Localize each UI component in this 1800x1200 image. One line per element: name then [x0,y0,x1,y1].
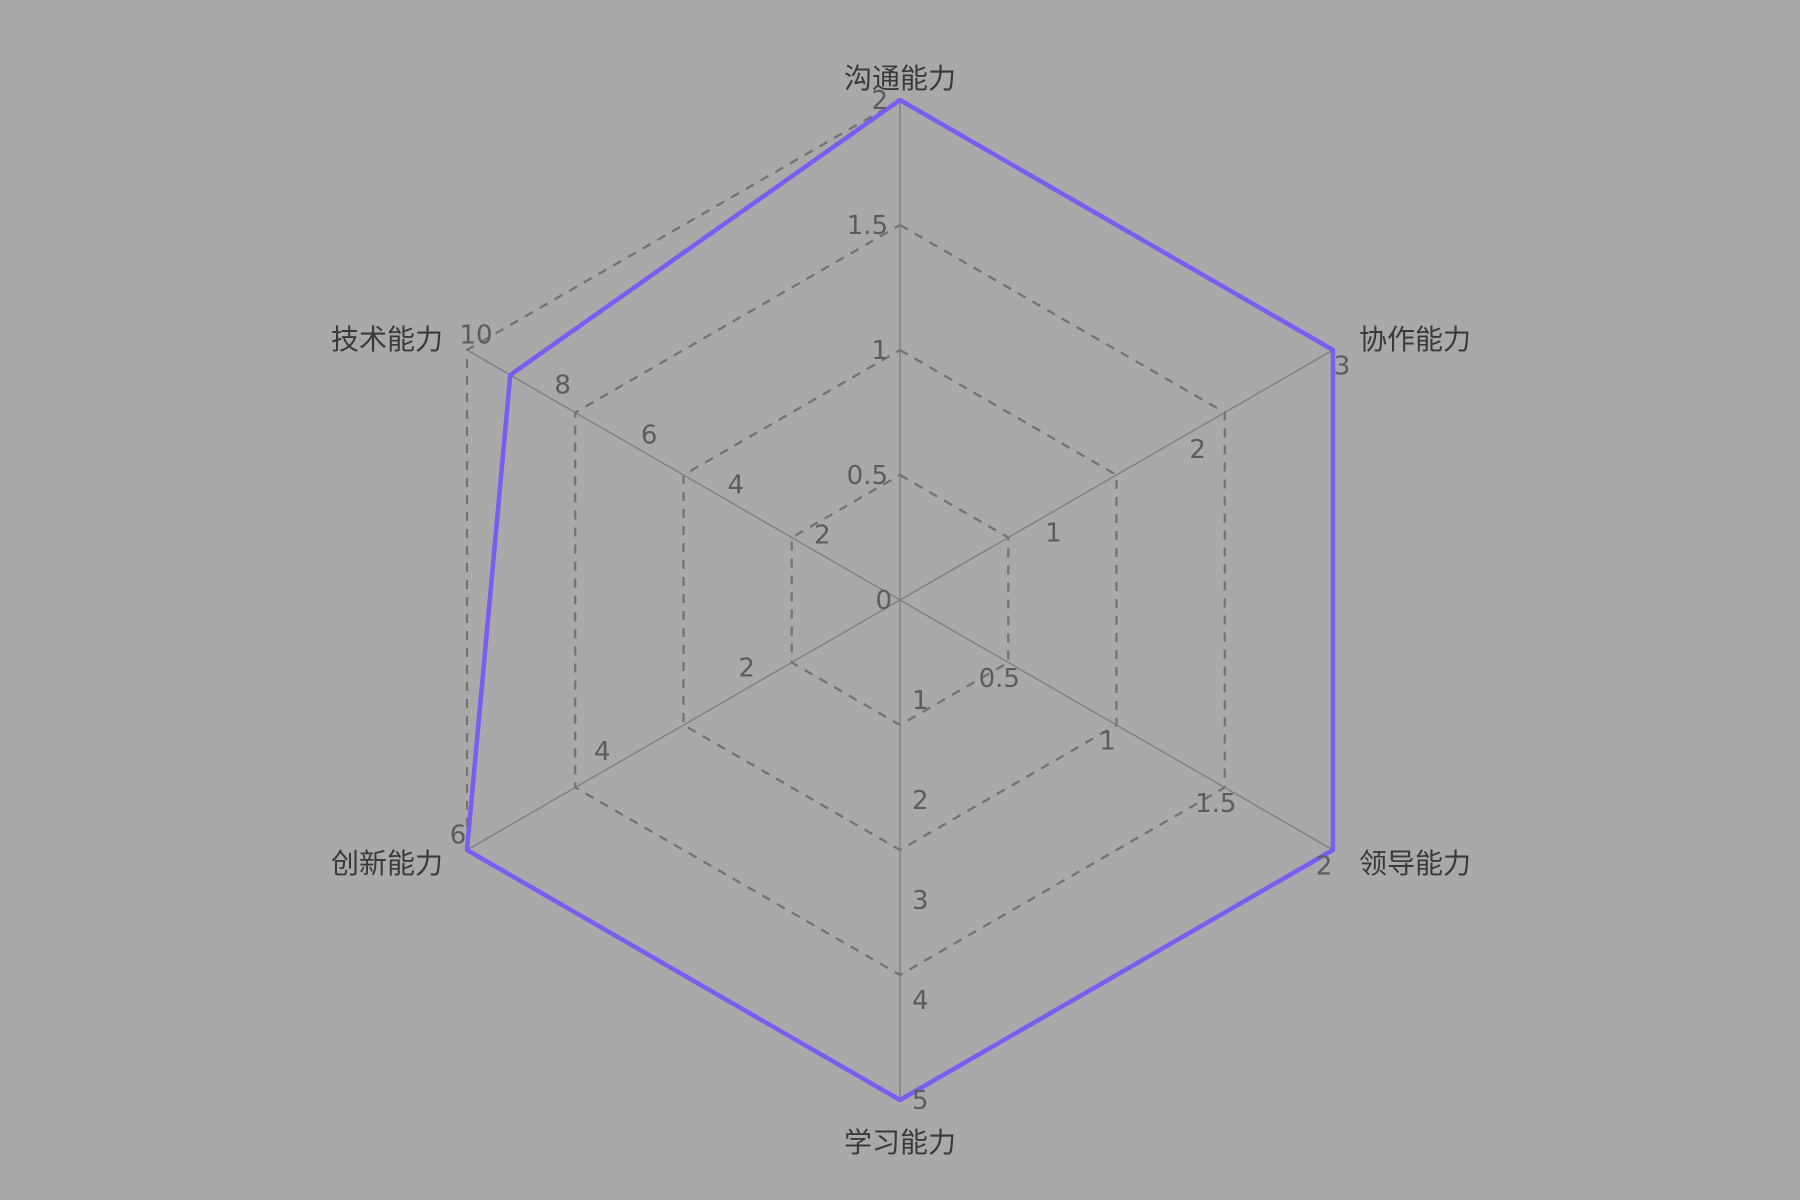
tick-label-2-1: 1 [1099,727,1116,757]
axis-label-3: 学习能力 [844,1126,956,1159]
axis-layer [466,100,1334,1100]
series-layer [464,97,1336,1103]
tick-label-0-1: 1 [871,336,888,366]
tick-label-0-2: 1.5 [847,211,888,241]
tick-label-2-0: 0.5 [979,664,1020,694]
tick-label-3-2: 3 [912,886,929,916]
axis-line-5 [466,349,901,601]
axis-label-2: 领导能力 [1359,847,1471,880]
tick-label-5-3: 8 [554,370,571,400]
tick-label-center: 0 [875,586,892,616]
tick-label-3-3: 4 [912,986,929,1016]
tick-label-5-4: 10 [459,320,492,350]
tick-label-3-4: 5 [912,1086,929,1116]
tick-label-3-1: 2 [912,786,929,816]
tick-label-1-1: 2 [1189,435,1206,465]
tick-label-0-3: 2 [871,86,888,116]
axis-line-4 [466,599,901,851]
axis-line-1 [899,349,1334,601]
axis-label-0: 沟通能力 [844,62,956,95]
tick-label-4-2: 6 [450,820,467,850]
tick-label-4-0: 2 [738,654,755,684]
tick-label-1-0: 1 [1045,518,1062,548]
tick-label-2-2: 1.5 [1195,789,1236,819]
tick-layer: 0 0.5 1 1.5 2 1 2 3 0.5 1 1.5 2 1 2 3 4 5 2 4 6 2 4 6 8 10 [450,86,1351,1116]
axis-label-5: 技术能力 [331,323,443,356]
tick-label-1-2: 3 [1334,352,1351,382]
series-polygon [464,97,1336,1103]
tick-label-5-0: 2 [814,520,831,550]
tick-label-2-3: 2 [1316,852,1333,882]
tick-label-3-0: 1 [912,686,929,716]
tick-label-4-1: 4 [594,737,611,767]
axis-line-2 [899,599,1334,851]
axis-label-4: 创新能力 [331,847,443,880]
tick-label-0-0: 0.5 [847,461,888,491]
axis-label-1: 协作能力 [1359,323,1471,356]
tick-label-5-2: 6 [641,420,658,450]
tick-label-5-1: 4 [728,470,745,500]
